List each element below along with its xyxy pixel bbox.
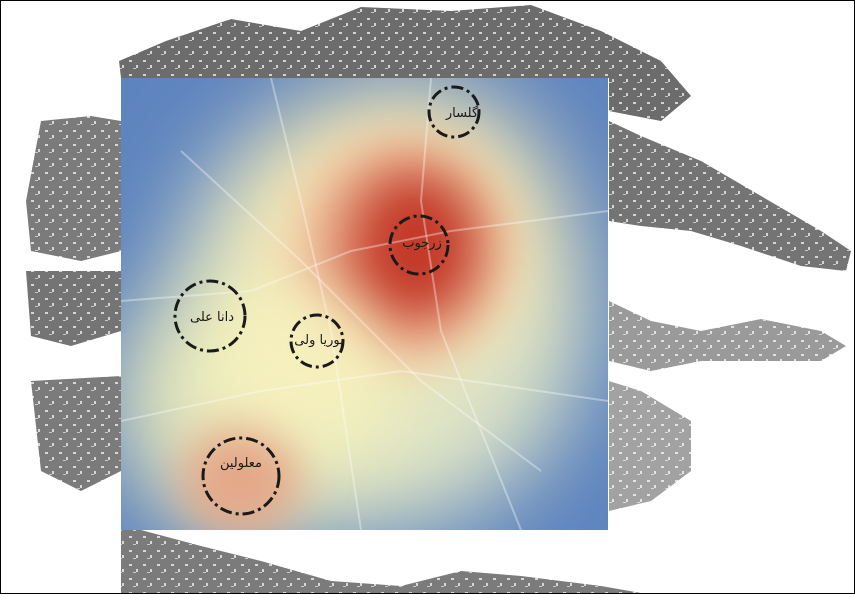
- urban-fabric: [26, 5, 851, 593]
- hotspot-label-golsar: گلسار: [445, 105, 479, 121]
- hotspot-circle-maloulin[interactable]: [201, 436, 281, 516]
- hotspot-circle-dana-ali[interactable]: [173, 279, 247, 353]
- hotspot-label-dana-ali: دانا علی: [190, 310, 234, 325]
- hotspot-label-pouria-vali: پوریا ولی: [294, 333, 344, 348]
- hotspot-circle-pouria-vali[interactable]: [289, 313, 345, 369]
- hotspot-circle-zarjoob[interactable]: [388, 214, 450, 276]
- hotspot-circle-golsar[interactable]: [427, 85, 481, 139]
- hotspot-label-maloulin: معلولین: [220, 456, 262, 471]
- hotspot-label-zarjoob: زرجوب: [402, 236, 442, 251]
